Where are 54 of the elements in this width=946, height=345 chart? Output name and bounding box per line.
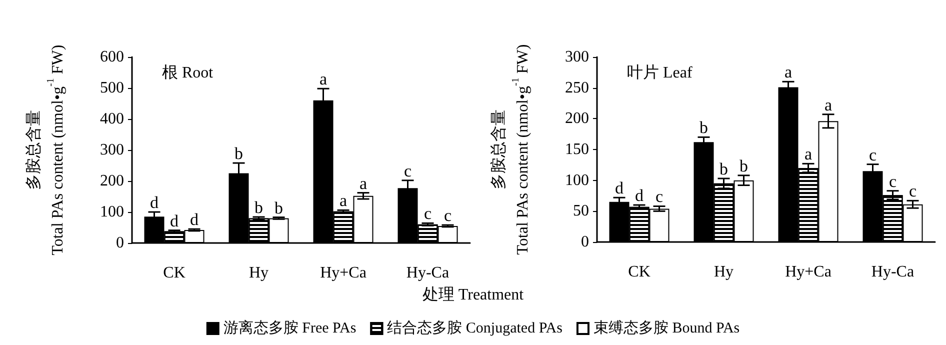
- legend-label: 游离态多胺 Free PAs: [223, 320, 356, 336]
- data-label: c: [868, 145, 877, 164]
- y-tick-label: 150: [565, 141, 589, 158]
- data-label: c: [404, 161, 412, 180]
- y-tick-label: 300: [565, 48, 589, 66]
- data-label: d: [635, 186, 644, 205]
- data-label: a: [339, 191, 348, 210]
- y-tick-label: 100: [100, 204, 124, 220]
- x-tick-label: CK: [628, 264, 651, 280]
- y-tick-label: 200: [100, 172, 124, 190]
- data-label: b: [254, 198, 263, 217]
- data-label: d: [150, 193, 159, 212]
- chart-title: 叶片 Leaf: [627, 64, 693, 82]
- data-label: c: [424, 204, 432, 224]
- y-axis-title: 多胺总含量 Total PAs content (nmol•g-1 FW): [490, 44, 532, 255]
- data-label: c: [908, 182, 917, 201]
- data-label: b: [740, 156, 748, 176]
- data-label: c: [888, 172, 897, 191]
- y-tick-label: 50: [573, 202, 589, 220]
- data-label: a: [804, 144, 812, 164]
- y-tick-label: 400: [100, 110, 124, 128]
- data-label: b: [234, 144, 243, 164]
- data-label: c: [444, 206, 452, 226]
- data-label: a: [784, 62, 792, 82]
- y-tick-label: 250: [565, 79, 589, 96]
- y-tick-label: 0: [116, 234, 124, 252]
- y-tick-label: 500: [100, 80, 124, 96]
- y-tick-label: 0: [581, 234, 589, 250]
- x-tick-label: Hy: [248, 264, 269, 282]
- y-tick-label: 100: [565, 172, 589, 189]
- x-tick-label: Hy+Ca: [785, 264, 832, 280]
- y-tick-label: 200: [565, 110, 589, 128]
- data-label: a: [824, 95, 832, 114]
- data-label: d: [615, 178, 624, 198]
- data-label: d: [190, 210, 199, 230]
- x-tick-label: CK: [163, 264, 186, 282]
- legend-label: 结合态多胺 Conjugated PAs: [387, 320, 563, 336]
- data-label: a: [359, 174, 368, 193]
- x-tick-label: Hy-Ca: [871, 264, 914, 280]
- data-label: c: [655, 187, 664, 206]
- x-tick-label: Hy+Ca: [320, 264, 366, 282]
- y-axis-title: 多胺总含量 Total PAs content (nmol•g-1 FW): [24, 44, 66, 256]
- data-label: b: [274, 198, 283, 218]
- data-label: b: [700, 118, 708, 138]
- x-tick-label: Hy-Ca: [406, 264, 450, 282]
- y-tick-label: 300: [100, 142, 124, 158]
- legend-label: 束缚态多胺 Bound PAs: [593, 320, 740, 336]
- x-tick-label: Hy: [714, 264, 734, 280]
- chart-title: 根 Root: [162, 64, 214, 82]
- x-axis-title: 处理 Treatment: [422, 286, 524, 304]
- data-label: d: [170, 211, 179, 230]
- data-label: a: [319, 70, 328, 89]
- y-tick-label: 600: [100, 48, 124, 66]
- data-label: b: [720, 159, 728, 178]
